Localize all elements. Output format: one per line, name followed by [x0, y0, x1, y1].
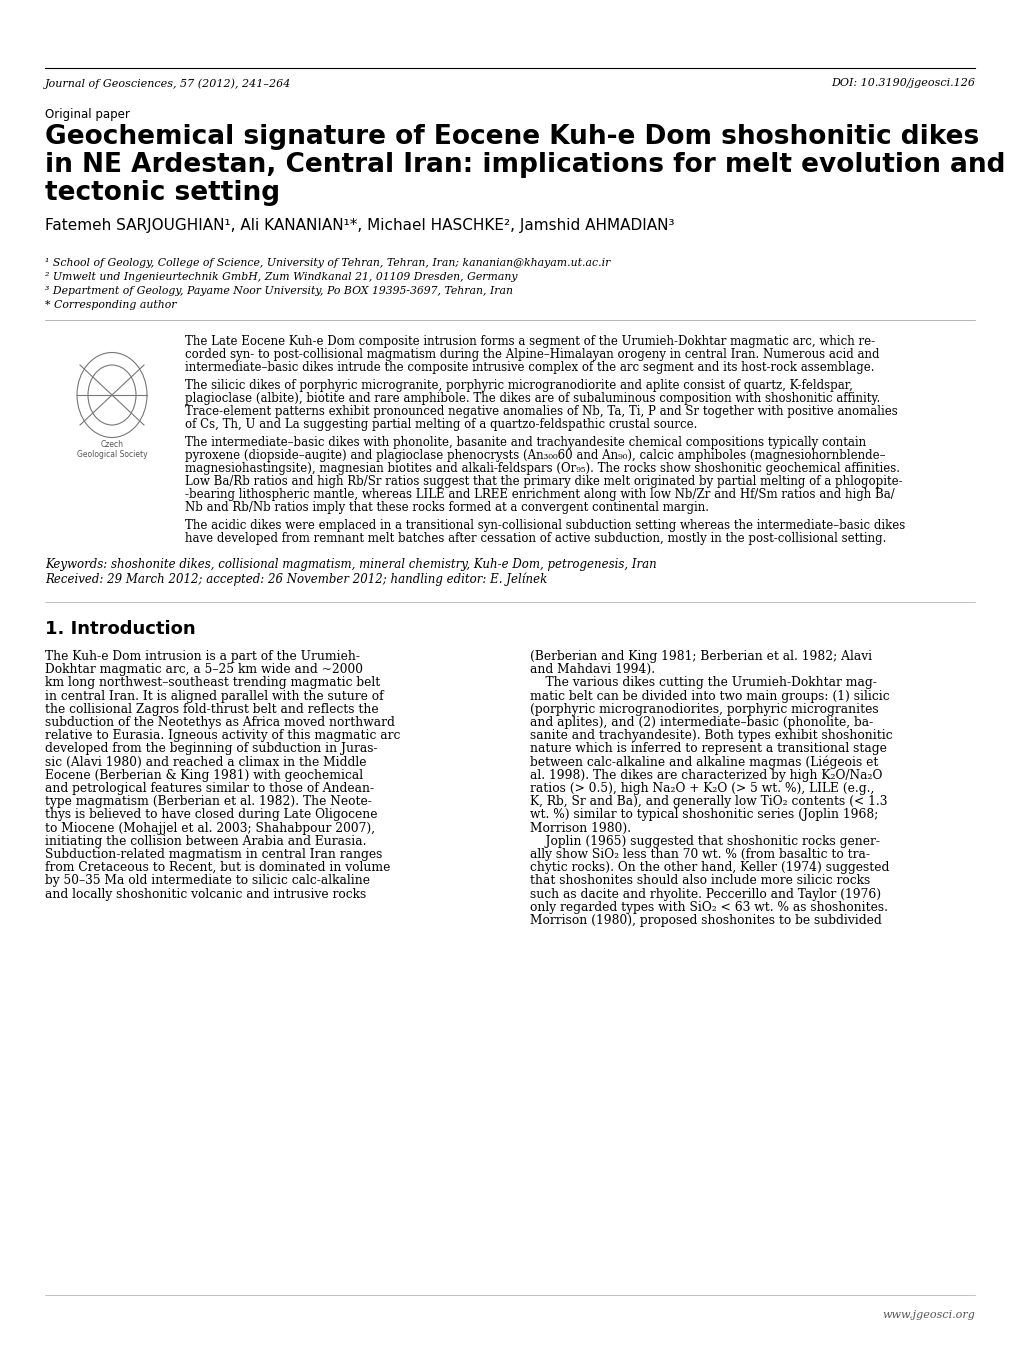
Text: (Berberian and King 1981; Berberian et al. 1982; Alavi: (Berberian and King 1981; Berberian et a…	[530, 650, 871, 663]
Text: and petrological features similar to those of Andean-: and petrological features similar to tho…	[45, 781, 374, 795]
Text: ally show SiO₂ less than 70 wt. % (from basaltic to tra-: ally show SiO₂ less than 70 wt. % (from …	[530, 848, 869, 862]
Text: and aplites), and (2) intermediate–basic (phonolite, ba-: and aplites), and (2) intermediate–basic…	[530, 716, 872, 728]
Text: such as dacite and rhyolite. Peccerillo and Taylor (1976): such as dacite and rhyolite. Peccerillo …	[530, 887, 880, 901]
Text: Journal of Geosciences, 57 (2012), 241–264: Journal of Geosciences, 57 (2012), 241–2…	[45, 77, 291, 88]
Text: by 50–35 Ma old intermediate to silicic calc-alkaline: by 50–35 Ma old intermediate to silicic …	[45, 874, 370, 887]
Text: the collisional Zagros fold-thrust belt and reflects the: the collisional Zagros fold-thrust belt …	[45, 703, 378, 716]
Text: from Cretaceous to Recent, but is dominated in volume: from Cretaceous to Recent, but is domina…	[45, 862, 390, 874]
Text: -bearing lithospheric mantle, whereas LILE and LREE enrichment along with low Nb: -bearing lithospheric mantle, whereas LI…	[184, 488, 894, 501]
Text: Low Ba/Rb ratios and high Rb/Sr ratios suggest that the primary dike melt origin: Low Ba/Rb ratios and high Rb/Sr ratios s…	[184, 476, 902, 488]
Text: developed from the beginning of subduction in Juras-: developed from the beginning of subducti…	[45, 742, 377, 756]
Text: Morrison (1980), proposed shoshonites to be subdivided: Morrison (1980), proposed shoshonites to…	[530, 915, 880, 927]
Text: (porphyric microgranodiorites, porphyric microgranites: (porphyric microgranodiorites, porphyric…	[530, 703, 877, 716]
Text: The Kuh-e Dom intrusion is a part of the Urumieh-: The Kuh-e Dom intrusion is a part of the…	[45, 650, 360, 663]
Text: The silicic dikes of porphyric microgranite, porphyric microgranodiorite and apl: The silicic dikes of porphyric microgran…	[184, 379, 852, 391]
Text: to Miocene (Mohajjel et al. 2003; Shahabpour 2007),: to Miocene (Mohajjel et al. 2003; Shahab…	[45, 822, 375, 834]
Text: thys is believed to have closed during Late Oligocene: thys is believed to have closed during L…	[45, 809, 377, 821]
Text: of Cs, Th, U and La suggesting partial melting of a quartzo-feldspathic crustal : of Cs, Th, U and La suggesting partial m…	[184, 419, 697, 431]
Text: chytic rocks). On the other hand, Keller (1974) suggested: chytic rocks). On the other hand, Keller…	[530, 862, 889, 874]
Text: Subduction-related magmatism in central Iran ranges: Subduction-related magmatism in central …	[45, 848, 382, 862]
Text: The intermediate–basic dikes with phonolite, basanite and trachyandesite chemica: The intermediate–basic dikes with phonol…	[184, 436, 865, 448]
Text: sic (Alavi 1980) and reached a climax in the Middle: sic (Alavi 1980) and reached a climax in…	[45, 756, 366, 769]
Text: ² Umwelt und Ingenieurtechnik GmbH, Zum Windkanal 21, 01109 Dresden, Germany: ² Umwelt und Ingenieurtechnik GmbH, Zum …	[45, 272, 517, 283]
Text: relative to Eurasia. Igneous activity of this magmatic arc: relative to Eurasia. Igneous activity of…	[45, 730, 400, 742]
Text: Morrison 1980).: Morrison 1980).	[530, 822, 631, 834]
Text: plagioclase (albite), biotite and rare amphibole. The dikes are of subaluminous : plagioclase (albite), biotite and rare a…	[184, 391, 879, 405]
Text: 1. Introduction: 1. Introduction	[45, 620, 196, 637]
Text: subduction of the Neotethys as Africa moved northward: subduction of the Neotethys as Africa mo…	[45, 716, 394, 728]
Text: that shoshonites should also include more silicic rocks: that shoshonites should also include mor…	[530, 874, 869, 887]
Text: K, Rb, Sr and Ba), and generally low TiO₂ contents (< 1.3: K, Rb, Sr and Ba), and generally low TiO…	[530, 795, 887, 809]
Text: in central Iran. It is aligned parallel with the suture of: in central Iran. It is aligned parallel …	[45, 689, 383, 703]
Text: and Mahdavi 1994).: and Mahdavi 1994).	[530, 663, 654, 677]
Text: ³ Department of Geology, Payame Noor University, Po BOX 19395-3697, Tehran, Iran: ³ Department of Geology, Payame Noor Uni…	[45, 285, 513, 296]
Text: km long northwest–southeast trending magmatic belt: km long northwest–southeast trending mag…	[45, 677, 380, 689]
Text: www.jgeosci.org: www.jgeosci.org	[881, 1310, 974, 1320]
Text: corded syn- to post-collisional magmatism during the Alpine–Himalayan orogeny in: corded syn- to post-collisional magmatis…	[184, 348, 878, 361]
Text: magnesiohastingsite), magnesian biotites and alkali-feldspars (Or₉₅). The rocks : magnesiohastingsite), magnesian biotites…	[184, 462, 899, 476]
Text: Keywords: shoshonite dikes, collisional magmatism, mineral chemistry, Kuh-e Dom,: Keywords: shoshonite dikes, collisional …	[45, 559, 656, 571]
Text: ¹ School of Geology, College of Science, University of Tehran, Tehran, Iran; kan: ¹ School of Geology, College of Science,…	[45, 258, 609, 268]
Text: Geochemical signature of Eocene Kuh-e Dom shoshonitic dikes: Geochemical signature of Eocene Kuh-e Do…	[45, 124, 978, 149]
Text: al. 1998). The dikes are characterized by high K₂O/Na₂O: al. 1998). The dikes are characterized b…	[530, 769, 881, 781]
Text: * Corresponding author: * Corresponding author	[45, 300, 176, 310]
Text: initiating the collision between Arabia and Eurasia.: initiating the collision between Arabia …	[45, 834, 366, 848]
Text: Fatemeh SARJOUGHIAN¹, Ali KANANIAN¹*, Michael HASCHKE², Jamshid AHMADIAN³: Fatemeh SARJOUGHIAN¹, Ali KANANIAN¹*, Mi…	[45, 217, 674, 232]
Text: wt. %) similar to typical shoshonitic series (Joplin 1968;: wt. %) similar to typical shoshonitic se…	[530, 809, 877, 821]
Text: Original paper: Original paper	[45, 107, 129, 121]
Text: Eocene (Berberian & King 1981) with geochemical: Eocene (Berberian & King 1981) with geoc…	[45, 769, 363, 781]
Text: The acidic dikes were emplaced in a transitional syn-collisional subduction sett: The acidic dikes were emplaced in a tran…	[184, 519, 905, 531]
Text: in NE Ardestan, Central Iran: implications for melt evolution and: in NE Ardestan, Central Iran: implicatio…	[45, 152, 1005, 178]
Text: Czech
Geological Society: Czech Geological Society	[76, 440, 147, 459]
Text: matic belt can be divided into two main groups: (1) silicic: matic belt can be divided into two main …	[530, 689, 889, 703]
Text: Nb and Rb/Nb ratios imply that these rocks formed at a convergent continental ma: Nb and Rb/Nb ratios imply that these roc…	[184, 501, 708, 514]
Text: ratios (> 0.5), high Na₂O + K₂O (> 5 wt. %), LILE (e.g.,: ratios (> 0.5), high Na₂O + K₂O (> 5 wt.…	[530, 781, 873, 795]
Text: Joplin (1965) suggested that shoshonitic rocks gener-: Joplin (1965) suggested that shoshonitic…	[530, 834, 879, 848]
Text: Received: 29 March 2012; accepted: 26 November 2012; handling editor: E. Jelínek: Received: 29 March 2012; accepted: 26 No…	[45, 572, 547, 586]
Text: tectonic setting: tectonic setting	[45, 179, 280, 207]
Text: between calc-alkaline and alkaline magmas (Liégeois et: between calc-alkaline and alkaline magma…	[530, 756, 877, 769]
Text: Dokhtar magmatic arc, a 5–25 km wide and ~2000: Dokhtar magmatic arc, a 5–25 km wide and…	[45, 663, 363, 677]
Text: sanite and trachyandesite). Both types exhibit shoshonitic: sanite and trachyandesite). Both types e…	[530, 730, 892, 742]
Text: The Late Eocene Kuh-e Dom composite intrusion forms a segment of the Urumieh-Dok: The Late Eocene Kuh-e Dom composite intr…	[184, 336, 874, 348]
Text: and locally shoshonitic volcanic and intrusive rocks: and locally shoshonitic volcanic and int…	[45, 887, 366, 901]
Text: type magmatism (Berberian et al. 1982). The Neote-: type magmatism (Berberian et al. 1982). …	[45, 795, 372, 809]
Text: intermediate–basic dikes intrude the composite intrusive complex of the arc segm: intermediate–basic dikes intrude the com…	[184, 361, 873, 374]
Text: only regarded types with SiO₂ < 63 wt. % as shoshonites.: only regarded types with SiO₂ < 63 wt. %…	[530, 901, 888, 913]
Text: Trace-element patterns exhibit pronounced negative anomalies of Nb, Ta, Ti, P an: Trace-element patterns exhibit pronounce…	[184, 405, 897, 419]
Text: DOI: 10.3190/jgeosci.126: DOI: 10.3190/jgeosci.126	[830, 77, 974, 88]
Text: nature which is inferred to represent a transitional stage: nature which is inferred to represent a …	[530, 742, 886, 756]
Text: have developed from remnant melt batches after cessation of active subduction, m: have developed from remnant melt batches…	[184, 531, 886, 545]
Text: pyroxene (diopside–augite) and plagioclase phenocrysts (An₃₀₀60 and An₉₀), calci: pyroxene (diopside–augite) and plagiocla…	[184, 448, 884, 462]
Text: The various dikes cutting the Urumieh-Dokhtar mag-: The various dikes cutting the Urumieh-Do…	[530, 677, 876, 689]
